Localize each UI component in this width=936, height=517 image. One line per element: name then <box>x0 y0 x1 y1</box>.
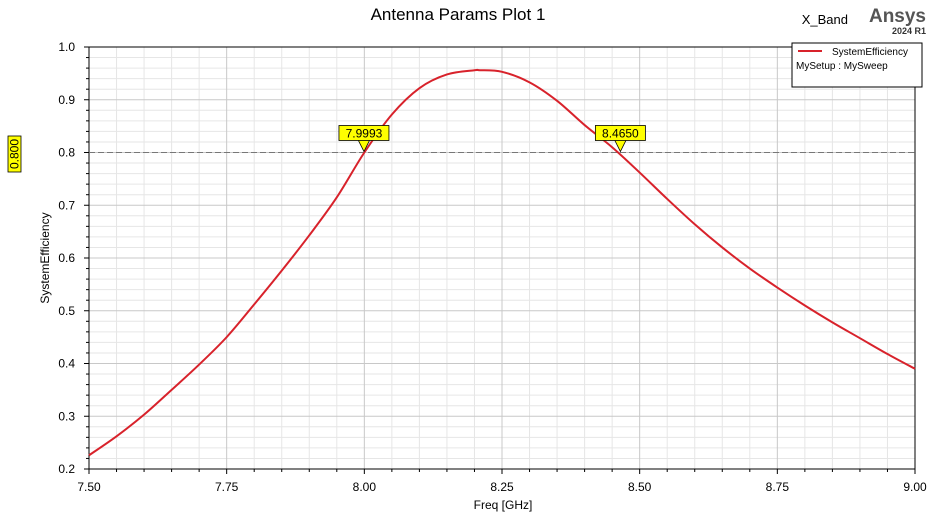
y-tick-label: 0.6 <box>58 251 75 265</box>
major-grid <box>89 47 915 469</box>
y-tick-label: 0.5 <box>58 304 75 318</box>
y-reference-badge-box <box>7 135 22 173</box>
x-axis-ticks: 7.50 7.75 8.00 8.25 8.50 8.75 9.00 <box>77 469 927 494</box>
plot-area-frame <box>88 46 916 470</box>
brand-version: 2024 R1 <box>892 26 926 36</box>
y-tick-label: 0.3 <box>58 409 75 423</box>
y-tick-label: 0.2 <box>58 462 75 476</box>
marker-label: 7.9993 <box>346 127 383 141</box>
x-tick-label: 8.25 <box>490 480 514 494</box>
y-axis-label: SystemEfficiency <box>38 212 52 303</box>
x-tick-label: 9.00 <box>903 480 927 494</box>
legend[interactable]: SystemEfficiency MySetup : MySweep <box>791 42 923 88</box>
y-reference-label: 0.800 <box>8 139 22 169</box>
y-tick-label: 0.8 <box>58 146 75 160</box>
x-tick-label: 8.75 <box>766 480 790 494</box>
marker-label: 8.4650 <box>602 127 639 141</box>
marker-label-box <box>594 125 646 141</box>
project-name: X_Band <box>802 12 848 27</box>
marker-label-box <box>338 125 390 141</box>
marker-callout: 8.4650 <box>594 125 646 153</box>
y-axis-ticks: 0.2 0.3 0.4 0.5 0.6 0.7 0.8 0.9 1.0 <box>58 40 89 476</box>
y-tick-label: 0.7 <box>58 198 75 212</box>
legend-series-label: SystemEfficiency <box>832 47 908 58</box>
y-tick-label: 1.0 <box>58 40 75 54</box>
chart-title: Antenna Params Plot 1 <box>371 5 546 24</box>
x-tick-label: 8.50 <box>628 480 652 494</box>
series-line-system-efficiency <box>88 68 916 457</box>
legend-setup-label: MySetup : MySweep <box>796 61 888 72</box>
x-axis-label: Freq [GHz] <box>474 498 533 512</box>
x-tick-label: 7.50 <box>77 480 101 494</box>
markers: 7.9993 8.4650 <box>338 125 646 153</box>
y-reference-badge: 0.800 <box>7 135 22 173</box>
x-tick-label: 8.00 <box>353 480 377 494</box>
marker-callout: 7.9993 <box>338 125 390 153</box>
y-tick-label: 0.4 <box>58 357 75 371</box>
y-tick-label: 0.9 <box>58 93 75 107</box>
x-tick-label: 7.75 <box>215 480 239 494</box>
brand-logo-text: Ansys <box>869 6 926 27</box>
